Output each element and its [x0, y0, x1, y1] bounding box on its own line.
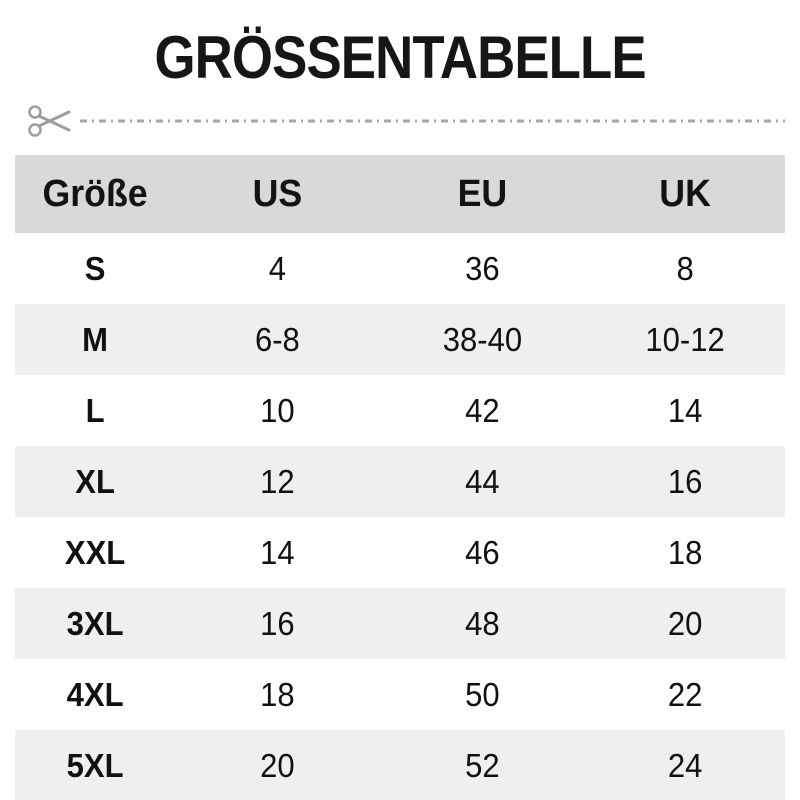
eu-cell: 48 — [465, 605, 500, 642]
cut-line-row — [26, 101, 785, 141]
us-cell: 10 — [260, 392, 295, 429]
us-cell: 20 — [260, 747, 295, 784]
header-cell-eu: EU — [457, 173, 508, 215]
uk-cell: 8 — [676, 250, 694, 287]
eu-cell: 46 — [465, 534, 500, 571]
size-cell: 5XL — [66, 747, 124, 784]
size-cell: 3XL — [66, 605, 124, 642]
eu-cell: 44 — [465, 463, 500, 500]
size-table: Größe US EU UK S 4 36 8 M 6-8 38-40 10-1… — [15, 155, 785, 800]
table-row: M 6-8 38-40 10-12 — [15, 304, 785, 375]
us-cell: 12 — [260, 463, 295, 500]
scissors-icon — [28, 105, 71, 137]
table-row: 3XL 16 48 20 — [15, 588, 785, 659]
eu-cell: 52 — [465, 747, 500, 784]
uk-cell: 20 — [667, 605, 703, 642]
eu-cell: 36 — [465, 250, 500, 287]
size-cell: 4XL — [66, 676, 124, 713]
us-cell: 16 — [260, 605, 295, 642]
size-cell: S — [84, 250, 106, 287]
uk-cell: 10-12 — [645, 321, 725, 358]
us-cell: 14 — [260, 534, 295, 571]
uk-cell: 22 — [667, 676, 703, 713]
us-cell: 4 — [268, 250, 287, 287]
table-row: 5XL 20 52 24 — [15, 730, 785, 800]
eu-cell: 50 — [465, 676, 500, 713]
table-header-row: Größe US EU UK — [15, 155, 785, 233]
size-cell: L — [85, 392, 105, 429]
page-title: GRÖSSENTABELLE — [0, 26, 800, 89]
eu-cell: 42 — [465, 392, 500, 429]
table-row: XL 12 44 16 — [15, 446, 785, 517]
uk-cell: 14 — [667, 392, 703, 429]
page-title-text: GRÖSSENTABELLE — [154, 24, 646, 91]
cut-line — [80, 119, 785, 123]
header-cell-uk: UK — [659, 173, 711, 215]
table-row: 4XL 18 50 22 — [15, 659, 785, 730]
us-cell: 18 — [260, 676, 295, 713]
size-cell: XL — [75, 463, 115, 500]
uk-cell: 16 — [667, 463, 703, 500]
eu-cell: 38-40 — [442, 321, 523, 358]
header-cell-groesse: Größe — [42, 173, 148, 215]
table-row: S 4 36 8 — [15, 233, 785, 304]
uk-cell: 24 — [667, 747, 703, 784]
size-cell: XXL — [64, 534, 126, 571]
header-cell-us: US — [252, 173, 303, 215]
us-cell: 6-8 — [255, 321, 300, 358]
size-cell: M — [82, 321, 109, 358]
uk-cell: 18 — [667, 534, 703, 571]
table-row: L 10 42 14 — [15, 375, 785, 446]
table-row: XXL 14 46 18 — [15, 517, 785, 588]
